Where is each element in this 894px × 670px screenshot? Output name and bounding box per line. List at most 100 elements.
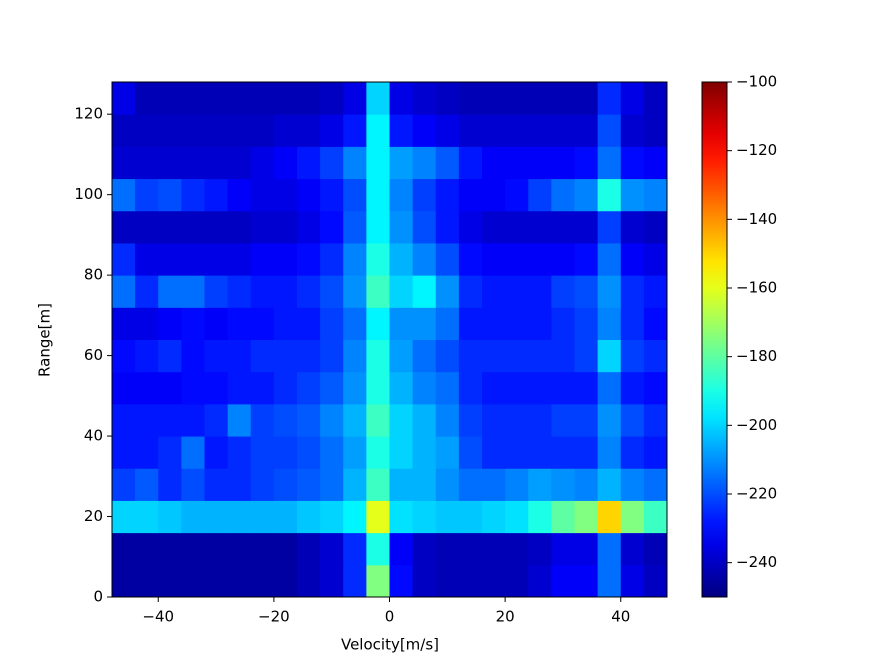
heatmap-cell [551,178,575,212]
heatmap-cell [366,500,390,534]
heatmap-cell [135,114,159,147]
x-tick-label: −20 [258,608,290,626]
heatmap-cell [250,146,275,180]
heatmap-cell [181,178,205,212]
heatmap-cell [389,275,414,308]
heatmap-cell [297,468,321,501]
heatmap-cell [435,500,460,534]
heatmap-cell [366,275,390,308]
heatmap-cell [250,500,275,534]
heatmap-cell [597,146,622,180]
heatmap-cell [320,468,344,501]
heatmap-cell [551,532,575,566]
heatmap-cell [366,242,390,276]
heatmap-cell [482,275,506,308]
heatmap-cell [158,210,182,244]
heatmap-cell [482,500,506,534]
heatmap-cell [366,532,390,566]
heatmap-cell [528,210,552,244]
heatmap-cell [597,114,622,147]
heatmap-cell [643,114,668,147]
heatmap-cell [643,564,668,598]
heatmap-cell [366,339,390,373]
heatmap-cell [412,436,437,469]
heatmap-cell [620,532,645,566]
heatmap-cell [482,210,506,244]
heatmap-cell [482,371,506,405]
heatmap-cell [273,242,298,276]
heatmap-cell [389,339,414,373]
heatmap-cell [505,146,529,180]
heatmap-cell [435,564,460,598]
heatmap-cell [250,532,275,566]
heatmap-cell [458,500,483,534]
heatmap-cell [343,146,367,180]
heatmap-cell [158,532,182,566]
heatmap-cell [204,500,229,534]
heatmap-cell [273,468,298,501]
heatmap-cell [551,403,575,437]
heatmap-cell [135,210,159,244]
y-tick-label: 80 [84,266,103,284]
heatmap-cell [227,532,252,566]
heatmap-cell [181,242,205,276]
heatmap-cell [412,307,437,340]
heatmap-cell [112,146,136,180]
heatmap-cell [204,178,229,212]
heatmap-cell [297,146,321,180]
heatmap-cell [135,242,159,276]
y-tick-label: 100 [74,185,103,203]
heatmap-cell [412,114,437,147]
heatmap-cell [620,564,645,598]
heatmap-cell [273,210,298,244]
colorbar-tick-label: −160 [736,279,777,297]
heatmap-cell [273,275,298,308]
heatmap-cell [366,564,390,598]
heatmap-cell [597,307,622,340]
heatmap-cell [389,210,414,244]
heatmap-cell [435,532,460,566]
heatmap-cell [343,178,367,212]
x-tick-label: 20 [496,608,515,626]
heatmap-cell [273,339,298,373]
x-tick-label: 0 [385,608,395,626]
heatmap-cell [551,371,575,405]
heatmap-cell [227,178,252,212]
heatmap-cell [112,242,136,276]
heatmap-cell [389,82,414,115]
heatmap-cell [597,500,622,534]
heatmap-cell [458,82,483,115]
heatmap-cell [250,242,275,276]
heatmap-cell [643,146,668,180]
heatmap-cell [297,275,321,308]
heatmap-cell [435,436,460,469]
heatmap-cell [389,436,414,469]
heatmap-cell [250,436,275,469]
heatmap-cell [389,307,414,340]
heatmap-cell [135,339,159,373]
heatmap-cell [112,403,136,437]
heatmap-cell [135,146,159,180]
heatmap-cell [551,500,575,534]
heatmap-cell [505,210,529,244]
heatmap-cell [158,468,182,501]
heatmap-cell [620,178,645,212]
heatmap-cell [250,564,275,598]
heatmap-cell [227,210,252,244]
heatmap-cell [505,403,529,437]
heatmap-cell [204,371,229,405]
heatmap-cell [320,210,344,244]
heatmap-cell [158,242,182,276]
heatmap-cell [435,403,460,437]
heatmap-cell [135,500,159,534]
heatmap-cell [458,436,483,469]
heatmap-cell [620,436,645,469]
heatmap-cell [597,275,622,308]
heatmap-cell [320,275,344,308]
heatmap-cell [482,242,506,276]
colorbar-tick-label: −120 [736,141,777,159]
heatmap-cell [620,82,645,115]
heatmap-cell [389,242,414,276]
heatmap-cell [574,468,599,501]
